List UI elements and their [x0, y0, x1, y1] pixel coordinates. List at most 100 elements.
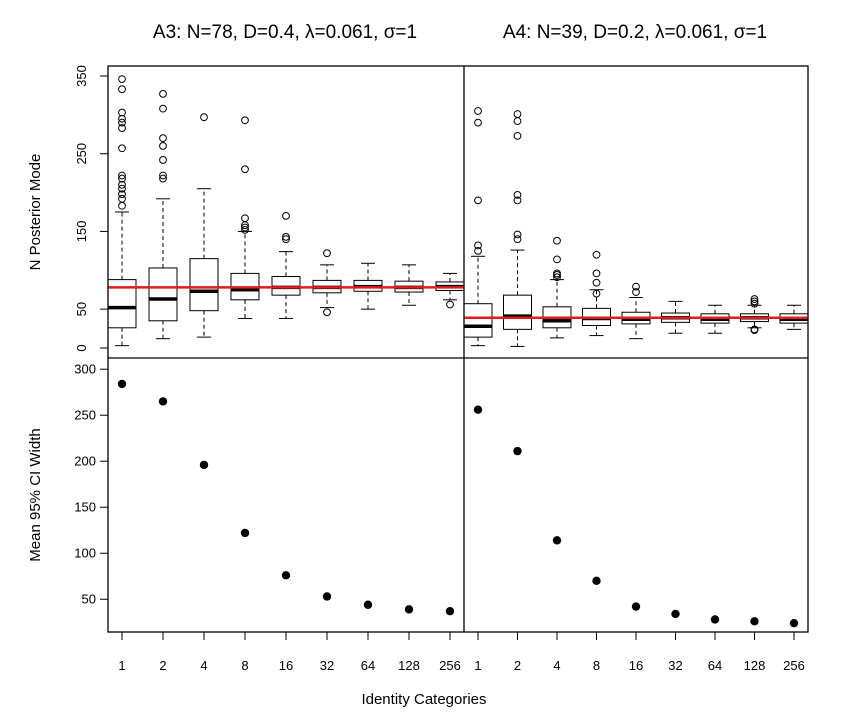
outlier-point [159, 104, 167, 113]
outlier-point [553, 273, 561, 282]
y-tick-label-bottom: 300 [74, 362, 96, 377]
data-point-32 [322, 592, 332, 601]
data-point-16 [281, 571, 291, 580]
y-tick-label-bottom: 250 [74, 408, 96, 423]
outlier-point [592, 269, 601, 278]
outlier-point [553, 236, 561, 245]
x-tick-label: 8 [593, 658, 600, 673]
title-a4: A4: N=39, D=0.2, λ=0.061, σ=1 [503, 22, 767, 43]
x-tick-label: 128 [744, 658, 766, 673]
outlier-point [118, 108, 126, 117]
outlier-point [241, 223, 249, 232]
outlier-point [118, 85, 126, 94]
outlier-point [750, 297, 759, 306]
box-128 [394, 264, 424, 306]
title-a3: A3: N=78, D=0.4, λ=0.061, σ=1 [153, 22, 417, 43]
data-point-4 [552, 536, 562, 545]
outlier-point [118, 124, 126, 132]
data-point-2 [513, 446, 522, 456]
data-point-64 [363, 600, 373, 609]
data-point-8 [592, 576, 601, 586]
outlier-point [513, 131, 522, 140]
outlier-point [323, 249, 331, 258]
y-tick-label-top: 350 [74, 65, 89, 87]
y-tick-label-top: 50 [74, 302, 89, 316]
data-point-128 [750, 617, 759, 626]
box-128 [740, 295, 769, 335]
outer-frame [107, 65, 809, 633]
outlier-point [159, 174, 167, 183]
x-tick-label: 4 [553, 658, 560, 673]
x-tick-label: 16 [279, 658, 293, 673]
outlier-point [592, 250, 601, 259]
outlier-point [750, 299, 759, 308]
outlier-point [118, 171, 126, 180]
outlier-point [159, 134, 167, 143]
y-axis-label-bottom: Mean 95% CI Width [27, 428, 44, 561]
x-tick-label: 2 [159, 658, 166, 673]
box-1 [107, 75, 137, 347]
data-point-2 [158, 397, 168, 406]
box-64 [700, 304, 730, 334]
box-iqr [148, 267, 178, 322]
outlier-point [118, 75, 126, 84]
box-4 [542, 236, 572, 339]
x-tick-label: 256 [783, 658, 805, 673]
box-1 [463, 107, 493, 347]
outlier-point [118, 144, 126, 153]
box-16 [621, 282, 651, 340]
outlier-point [118, 114, 126, 123]
x-tick-label: 1 [474, 658, 481, 673]
outlier-point [474, 246, 482, 255]
outlier-point [474, 196, 482, 205]
outlier-point [632, 282, 640, 291]
outlier-point [750, 295, 759, 303]
data-point-1 [473, 405, 483, 414]
y-tick-label-bottom: 150 [74, 500, 96, 515]
x-tick-label: 128 [398, 658, 420, 673]
x-tick-label: 64 [708, 658, 722, 673]
outlier-point [118, 190, 126, 199]
y-tick-label-top: 250 [74, 143, 89, 165]
outlier-point [513, 235, 522, 244]
y-tick-label-bottom: 50 [82, 592, 96, 607]
outlier-point [592, 278, 601, 287]
data-point-256 [445, 606, 455, 616]
outlier-point [750, 325, 759, 334]
x-axis-label: Identity Categories [361, 691, 486, 708]
outlier-point [553, 269, 561, 278]
outlier-point [118, 201, 126, 210]
x-tick-label: 256 [439, 658, 461, 673]
outlier-point [241, 225, 249, 234]
outlier-point [200, 113, 208, 122]
outlier-point [513, 110, 522, 118]
y-tick-label-top: 150 [74, 221, 89, 243]
plot-area [107, 75, 809, 628]
y-axis-label-top: N Posterior Mode [27, 154, 44, 271]
panel-frames [107, 65, 809, 633]
outlier-point [118, 184, 126, 193]
data-point-4 [199, 460, 209, 470]
outlier-point [446, 300, 454, 309]
titles: A3: N=78, D=0.4, λ=0.061, σ=1 A4: N=39, … [153, 22, 767, 43]
box-8 [582, 250, 611, 337]
outlier-point [282, 211, 290, 220]
x-tick-label: 16 [629, 658, 643, 673]
x-tick-label: 64 [361, 658, 375, 673]
y-tick-label-bottom: 100 [74, 546, 96, 561]
data-point-128 [404, 605, 414, 614]
y-tick-label-top: 0 [74, 344, 89, 351]
outlier-point [118, 194, 126, 203]
outlier-point [159, 89, 167, 98]
box-16 [271, 211, 301, 319]
outlier-point [241, 214, 249, 223]
outlier-point [282, 232, 290, 241]
box-2 [503, 110, 532, 347]
x-tick-label: 4 [200, 658, 207, 673]
outlier-point [241, 116, 249, 125]
outlier-point [513, 117, 522, 125]
outlier-point [323, 308, 331, 317]
data-point-8 [240, 528, 250, 538]
box-4 [189, 113, 219, 338]
